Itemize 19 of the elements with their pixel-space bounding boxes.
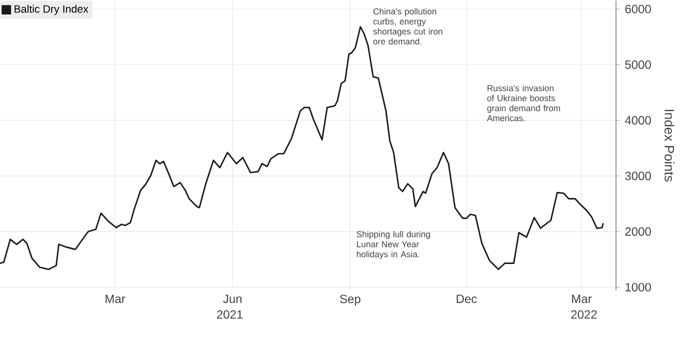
x-tick-label: Jun [223, 294, 242, 304]
text: 2022 [571, 310, 597, 319]
x-tick-label: Sep [340, 294, 360, 306]
y-tick-label: 6000 [625, 4, 651, 14]
y-tick-label: 5000 [625, 60, 651, 69]
x-tick-label: Mar [106, 294, 126, 304]
y-tick-label: 3000 [625, 172, 651, 180]
legend-label: Baltic Dry Index [14, 4, 88, 15]
annotation: China's pollution curbs, energy shortages cut iron ore demand. [373, 8, 442, 45]
y-tick-label: 4000 [624, 116, 651, 125]
x-tick-label: Dec [456, 294, 477, 304]
y-tick-label: 1000 [626, 282, 651, 292]
x-tick-label: Mar [572, 294, 592, 304]
line-series [0, 26, 604, 270]
y-tick-label: 2000 [625, 227, 651, 236]
annotation: Shipping lull during Lunar New Year holidays in Asia. [356, 230, 430, 260]
annotation: Russia's invasion of Ukraine boosts grain demand from Americas. [486, 84, 560, 122]
y-axis-title: Index Points [664, 110, 674, 182]
text: 2021 [217, 310, 243, 319]
